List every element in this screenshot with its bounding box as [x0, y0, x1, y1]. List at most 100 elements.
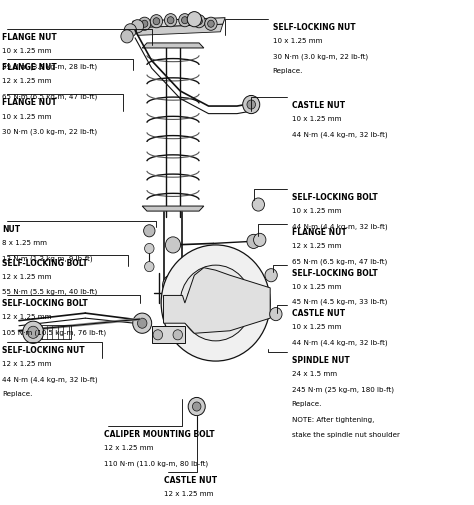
Text: 10 x 1.25 mm: 10 x 1.25 mm — [292, 116, 341, 122]
Text: 45 N·m (4.5 kg-m, 33 lb-ft): 45 N·m (4.5 kg-m, 33 lb-ft) — [292, 299, 387, 306]
Text: 12 x 1.25 mm: 12 x 1.25 mm — [2, 274, 52, 280]
Text: 110 N·m (11.0 kg-m, 80 lb-ft): 110 N·m (11.0 kg-m, 80 lb-ft) — [104, 461, 209, 467]
Text: 12 x 1.25 mm: 12 x 1.25 mm — [292, 243, 341, 249]
Text: CASTLE NUT: CASTLE NUT — [292, 101, 345, 110]
Text: FLANGE NUT: FLANGE NUT — [2, 98, 57, 108]
Polygon shape — [133, 18, 225, 28]
Circle shape — [211, 272, 220, 281]
Circle shape — [247, 234, 260, 248]
Circle shape — [131, 20, 144, 33]
Text: SELF-LOCKING BOLT: SELF-LOCKING BOLT — [292, 269, 377, 278]
Circle shape — [167, 17, 174, 24]
Text: 12 x 1.25 mm: 12 x 1.25 mm — [164, 491, 213, 497]
Circle shape — [201, 288, 230, 318]
Text: FLANGE NUT: FLANGE NUT — [2, 33, 57, 42]
Circle shape — [150, 15, 163, 28]
Text: 65 N·m (6.5 kg-m, 47 lb-ft): 65 N·m (6.5 kg-m, 47 lb-ft) — [2, 93, 98, 100]
Polygon shape — [135, 24, 223, 35]
Circle shape — [163, 274, 183, 296]
Polygon shape — [164, 268, 270, 333]
Text: 44 N·m (4.4 kg-m, 32 lb-ft): 44 N·m (4.4 kg-m, 32 lb-ft) — [2, 376, 98, 383]
Text: Replace.: Replace. — [292, 401, 322, 408]
Text: 44 N·m (4.4 kg-m, 32 lb-ft): 44 N·m (4.4 kg-m, 32 lb-ft) — [292, 223, 387, 230]
Circle shape — [247, 100, 255, 109]
Text: 44 N·m (4.4 kg-m, 32 lb-ft): 44 N·m (4.4 kg-m, 32 lb-ft) — [292, 131, 387, 138]
Text: 24 x 1.5 mm: 24 x 1.5 mm — [292, 371, 337, 377]
Text: 12 x 1.25 mm: 12 x 1.25 mm — [2, 361, 52, 367]
Circle shape — [182, 17, 188, 24]
Circle shape — [188, 397, 205, 416]
Circle shape — [192, 402, 201, 411]
Circle shape — [188, 290, 197, 299]
Circle shape — [145, 243, 154, 254]
Text: 30 N·m (3.0 kg-m, 22 lb-ft): 30 N·m (3.0 kg-m, 22 lb-ft) — [273, 53, 368, 60]
Circle shape — [27, 326, 39, 338]
Text: 39 N·m (3.9 kg-m, 28 lb-ft): 39 N·m (3.9 kg-m, 28 lb-ft) — [2, 63, 98, 70]
Circle shape — [205, 17, 217, 30]
Text: 10 x 1.25 mm: 10 x 1.25 mm — [292, 208, 341, 214]
Circle shape — [153, 330, 163, 340]
Text: 65 N·m (6.5 kg-m, 47 lb-ft): 65 N·m (6.5 kg-m, 47 lb-ft) — [292, 259, 387, 265]
Circle shape — [133, 313, 152, 333]
Circle shape — [121, 30, 133, 43]
Circle shape — [164, 14, 177, 27]
Circle shape — [124, 24, 137, 37]
Text: SELF-LOCKING NUT: SELF-LOCKING NUT — [2, 346, 85, 355]
Circle shape — [180, 265, 251, 341]
Circle shape — [235, 290, 243, 299]
Text: NUT: NUT — [2, 225, 20, 234]
Circle shape — [193, 15, 205, 28]
Text: 105 N·m (10.5 kg-m, 76 lb-ft): 105 N·m (10.5 kg-m, 76 lb-ft) — [2, 329, 107, 336]
Text: SPINDLE NUT: SPINDLE NUT — [292, 356, 349, 365]
Circle shape — [196, 18, 202, 25]
Text: 44 N·m (4.4 kg-m, 32 lb-ft): 44 N·m (4.4 kg-m, 32 lb-ft) — [292, 339, 387, 346]
Circle shape — [153, 18, 160, 25]
Circle shape — [173, 330, 182, 340]
Text: CASTLE NUT: CASTLE NUT — [292, 309, 345, 318]
Text: NOTE: After tightening,: NOTE: After tightening, — [292, 417, 374, 423]
Text: Replace.: Replace. — [273, 68, 303, 74]
Circle shape — [168, 280, 178, 290]
Circle shape — [141, 20, 148, 27]
Text: SELF-LOCKING BOLT: SELF-LOCKING BOLT — [2, 299, 88, 308]
Circle shape — [252, 198, 264, 211]
Text: FLANGE NUT: FLANGE NUT — [2, 63, 57, 72]
Circle shape — [138, 17, 151, 30]
Text: 12 x 1.25 mm: 12 x 1.25 mm — [104, 445, 154, 451]
Circle shape — [197, 320, 205, 329]
Text: 10 x 1.25 mm: 10 x 1.25 mm — [273, 38, 322, 44]
Text: SELF-LOCKING BOLT: SELF-LOCKING BOLT — [2, 259, 88, 268]
Text: 12 x 1.25 mm: 12 x 1.25 mm — [2, 78, 52, 84]
Text: 10 x 1.25 mm: 10 x 1.25 mm — [2, 114, 52, 120]
Circle shape — [209, 295, 223, 311]
Text: Replace.: Replace. — [2, 391, 33, 397]
Circle shape — [144, 225, 155, 237]
Text: SELF-LOCKING NUT: SELF-LOCKING NUT — [273, 23, 355, 32]
Text: 30 N·m (3.0 kg-m, 22 lb-ft): 30 N·m (3.0 kg-m, 22 lb-ft) — [2, 129, 98, 135]
Circle shape — [137, 318, 147, 328]
Text: SELF-LOCKING BOLT: SELF-LOCKING BOLT — [292, 193, 377, 202]
Text: 8 x 1.25 mm: 8 x 1.25 mm — [2, 240, 47, 246]
Text: 13 N·m (1.3 kg-m, 9 lb-ft): 13 N·m (1.3 kg-m, 9 lb-ft) — [2, 255, 93, 262]
Text: 12 x 1.25 mm: 12 x 1.25 mm — [2, 314, 52, 320]
Text: stake the spindle nut shoulder: stake the spindle nut shoulder — [292, 432, 400, 438]
Circle shape — [226, 320, 235, 329]
Text: CALIPER MOUNTING BOLT: CALIPER MOUNTING BOLT — [104, 430, 215, 439]
Polygon shape — [142, 43, 204, 48]
Circle shape — [145, 262, 154, 272]
Text: FLANGE NUT: FLANGE NUT — [292, 228, 346, 237]
Circle shape — [270, 308, 282, 321]
Text: 10 x 1.25 mm: 10 x 1.25 mm — [292, 284, 341, 290]
Circle shape — [23, 321, 44, 343]
Polygon shape — [152, 326, 185, 343]
Text: 245 N·m (25 kg-m, 180 lb-ft): 245 N·m (25 kg-m, 180 lb-ft) — [292, 386, 393, 393]
Circle shape — [179, 14, 191, 27]
Text: 10 x 1.25 mm: 10 x 1.25 mm — [2, 48, 52, 54]
Circle shape — [265, 269, 277, 282]
Circle shape — [161, 245, 270, 361]
Text: CASTLE NUT: CASTLE NUT — [164, 476, 217, 485]
Text: 55 N·m (5.5 kg-m, 40 lb-ft): 55 N·m (5.5 kg-m, 40 lb-ft) — [2, 289, 98, 295]
Circle shape — [165, 237, 181, 253]
Circle shape — [187, 12, 201, 27]
Text: 10 x 1.25 mm: 10 x 1.25 mm — [292, 324, 341, 330]
